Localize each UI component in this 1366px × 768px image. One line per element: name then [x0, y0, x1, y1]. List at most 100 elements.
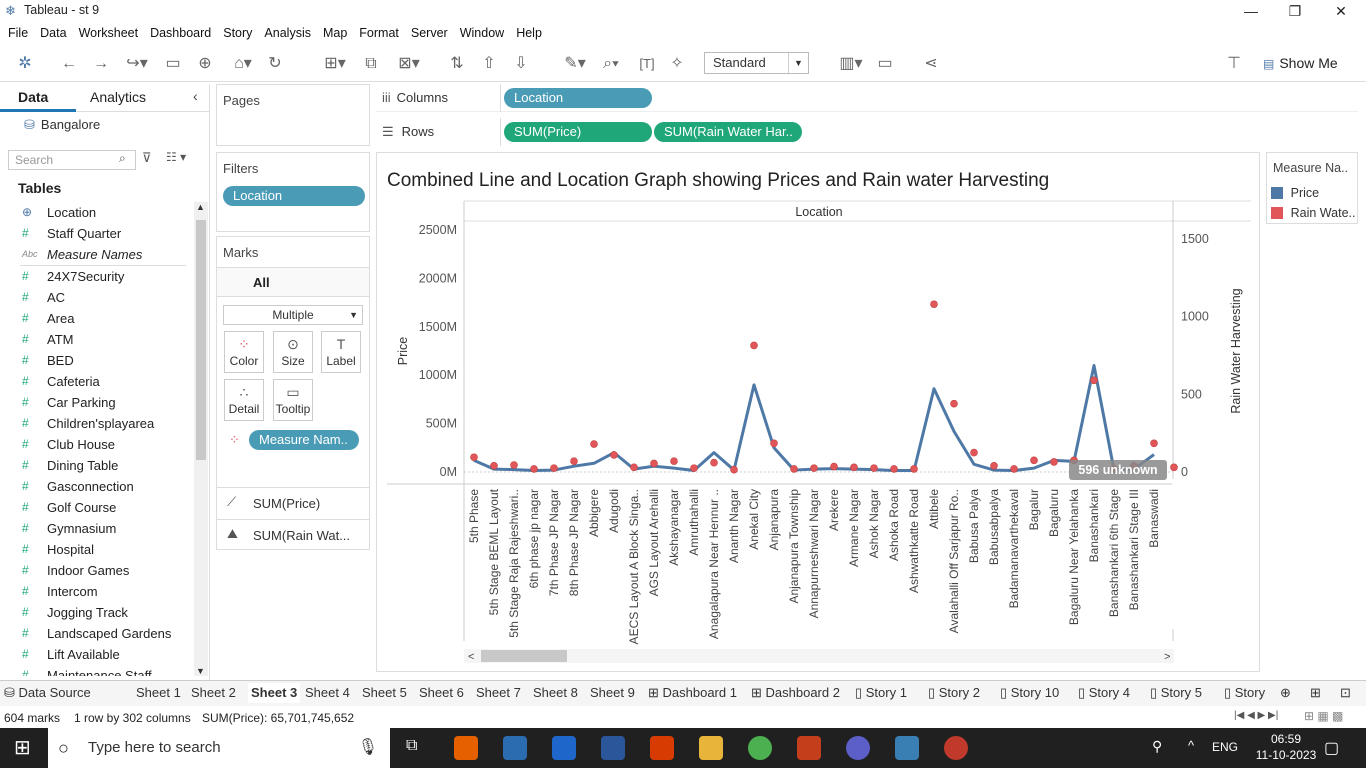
chevron-down-icon[interactable]: ▼ — [788, 53, 808, 73]
line-chart[interactable]: Combined Line and Location Graph showing… — [377, 153, 1259, 671]
sheet-tab[interactable]: Sheet 5 — [362, 685, 407, 700]
field-item[interactable]: #24X7Security — [0, 266, 194, 287]
clear-sheet-icon[interactable]: ⊠▾ — [398, 55, 420, 72]
color-button[interactable]: ⁘ Color — [224, 331, 264, 373]
replay-icon[interactable]: ↪▾ — [126, 55, 148, 72]
sheet-nav-icon[interactable]: |◀ ◀ ▶ ▶| — [1234, 710, 1279, 721]
menu-worksheet[interactable]: Worksheet — [78, 26, 139, 40]
sheet-tab[interactable]: ▯ Story — [1224, 685, 1266, 700]
task-view-icon[interactable]: ⧉ — [406, 737, 418, 754]
size-button[interactable]: ⊙ Size — [273, 331, 313, 373]
sheet-tab[interactable]: Sheet 6 — [419, 685, 464, 700]
sheet-tab[interactable]: Sheet 2 — [191, 685, 236, 700]
tableau-taskbar-icon[interactable] — [895, 736, 919, 760]
close-button[interactable]: ✕ — [1335, 3, 1347, 19]
field-list-scrollbar[interactable]: ▲ ▼ — [194, 202, 208, 676]
clock-time[interactable]: 06:59 — [1270, 732, 1302, 746]
field-item[interactable]: # Car Parking — [0, 392, 194, 413]
tray-chevron-icon[interactable]: ^ — [1188, 738, 1195, 753]
share-icon[interactable]: ⋖ — [924, 55, 938, 72]
sheet-tab[interactable]: Sheet 8 — [533, 685, 578, 700]
notification-icon[interactable]: ▢ — [1324, 740, 1340, 757]
scroll-down-icon[interactable]: ▼ — [196, 666, 205, 676]
legend-item-price[interactable]: Price — [1271, 185, 1319, 200]
show-me-button[interactable]: ▤ Show Me — [1263, 55, 1338, 71]
sort-descending-icon[interactable]: ⇩ — [514, 55, 528, 72]
sheet-tab[interactable]: Sheet 3 — [248, 683, 301, 703]
new-worksheet-icon[interactable]: ⊞▾ — [324, 55, 346, 72]
field-item[interactable]: # Staff Quarter — [0, 223, 194, 244]
save-icon[interactable]: ▭ — [165, 55, 181, 72]
menu-analysis[interactable]: Analysis — [264, 26, 311, 40]
sheet-tab[interactable]: ▯ Story 4 — [1078, 685, 1130, 700]
undo-icon[interactable]: ← — [61, 55, 77, 72]
refresh-icon[interactable]: ↻ — [268, 55, 282, 72]
new-story-icon[interactable]: ⊡ — [1340, 685, 1351, 700]
redo-icon[interactable]: → — [93, 55, 109, 72]
field-item[interactable]: # Indoor Games — [0, 560, 194, 581]
office-icon[interactable] — [650, 736, 674, 760]
sheet-tab[interactable]: ▯ Story 1 — [855, 685, 907, 700]
field-item[interactable]: # Cafeteria — [0, 371, 194, 392]
chrome-icon[interactable] — [748, 736, 772, 760]
menu-map[interactable]: Map — [322, 26, 348, 40]
sort-ascending-icon[interactable]: ⇧ — [482, 55, 496, 72]
marks-all-tab[interactable]: All — [217, 267, 369, 297]
presentation-icon[interactable]: ▭ — [877, 55, 893, 72]
visualization-area[interactable]: Combined Line and Location Graph showing… — [376, 152, 1260, 672]
rows-pill-price[interactable]: SUM(Price) — [504, 122, 652, 142]
pause-updates-icon[interactable]: ⌂▾ — [234, 55, 252, 72]
field-item[interactable]: # Club House — [0, 434, 194, 455]
clock-date[interactable]: 11-10-2023 — [1255, 748, 1317, 762]
pin-icon[interactable]: ✧ — [670, 55, 684, 72]
taskbar-search-input[interactable]: ○ Type here to search 🎙 — [48, 728, 390, 768]
field-item[interactable]: # Gymnasium — [0, 518, 194, 539]
datasource-item[interactable]: ⛁ Bangalore — [24, 117, 100, 133]
sheet-tab[interactable]: ▯ Story 10 — [1000, 685, 1060, 700]
tooltip-button[interactable]: ▭ Tooltip — [273, 379, 313, 421]
mark-type-dropdown[interactable]: Multiple ▼ — [223, 305, 363, 325]
scroll-up-icon[interactable]: ▲ — [196, 202, 205, 212]
powerpoint-icon[interactable] — [797, 736, 821, 760]
windows-start-icon[interactable]: ⊞ — [14, 737, 31, 759]
microphone-icon[interactable]: 🎙 — [357, 739, 378, 756]
menu-server[interactable]: Server — [410, 26, 448, 40]
highlight-icon[interactable]: ✎▾ — [564, 55, 586, 72]
sheet-tab[interactable]: ⊞ Dashboard 2 — [751, 685, 840, 700]
group-members-icon[interactable]: ⌕▾ — [603, 55, 619, 72]
field-item[interactable]: # BED — [0, 350, 194, 371]
field-item[interactable]: # Landscaped Gardens — [0, 623, 194, 644]
new-sheet-icon[interactable]: ⊕ — [1280, 685, 1291, 700]
word-icon[interactable] — [601, 736, 625, 760]
scrollbar-thumb[interactable] — [196, 220, 206, 460]
show-labels-icon[interactable]: [T] — [639, 56, 655, 71]
menu-window[interactable]: Window — [459, 26, 505, 40]
fit-dropdown[interactable]: Standard ▼ — [704, 52, 809, 74]
menu-data[interactable]: Data — [40, 26, 67, 40]
sheet-tab[interactable]: Sheet 7 — [476, 685, 521, 700]
eclipse-icon[interactable] — [846, 736, 870, 760]
new-datasource-icon[interactable]: ⊕ — [198, 55, 212, 72]
firefox-icon[interactable] — [454, 736, 478, 760]
sheet-tab[interactable]: ⊞ Dashboard 1 — [648, 685, 737, 700]
view-options-icon[interactable]: ☷ ▾ — [166, 150, 187, 164]
filters-shelf[interactable]: Filters Location — [216, 152, 370, 232]
menu-help[interactable]: Help — [516, 26, 542, 40]
language-indicator[interactable]: ENG — [1212, 740, 1239, 754]
sheet-tab[interactable]: ⛁ Data Source — [4, 685, 91, 700]
tableau-logo-icon[interactable]: ✲ — [18, 55, 32, 72]
rows-shelf[interactable]: ☰ Rows SUM(Price) SUM(Rain Water Har.. — [376, 118, 1358, 146]
marks-rain-tab[interactable]: ⛰ SUM(Rain Wat... — [217, 519, 369, 549]
sheet-tab[interactable]: Sheet 9 — [590, 685, 635, 700]
sheet-tab[interactable]: Sheet 4 — [305, 685, 350, 700]
detail-button[interactable]: ∴ Detail — [224, 379, 264, 421]
sheet-view-icon[interactable]: ⊞ ▦ ▩ — [1304, 709, 1344, 723]
field-item[interactable]: # Hospital — [0, 539, 194, 560]
mail-icon[interactable] — [552, 736, 576, 760]
filter-icon[interactable]: ⊽ — [142, 150, 152, 165]
tab-data[interactable]: Data — [0, 84, 76, 112]
columns-shelf[interactable]: iii Columns Location — [376, 84, 1358, 112]
format-painter-icon[interactable]: ⊤ — [1227, 55, 1241, 72]
sheet-tab[interactable]: ▯ Story 2 — [928, 685, 980, 700]
store-icon[interactable] — [503, 736, 527, 760]
